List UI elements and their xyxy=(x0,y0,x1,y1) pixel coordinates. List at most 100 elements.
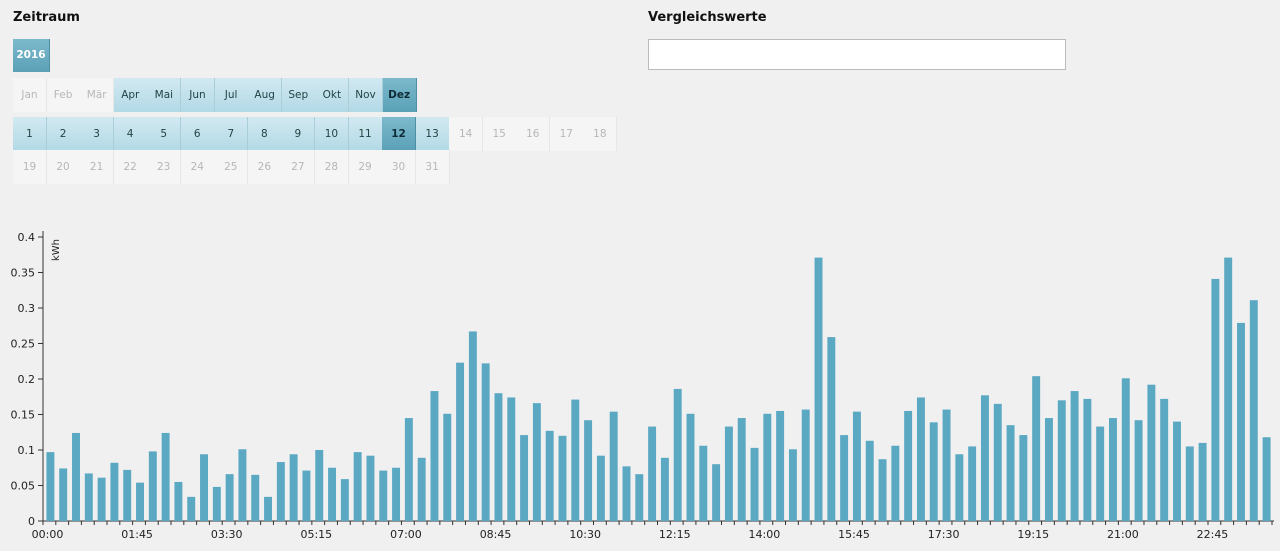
month-apr[interactable]: Apr xyxy=(113,78,148,112)
bar[interactable] xyxy=(1096,426,1105,521)
bar[interactable] xyxy=(353,452,362,521)
day-27[interactable]: 27 xyxy=(281,150,316,184)
day-22[interactable]: 22 xyxy=(113,150,148,184)
bar[interactable] xyxy=(110,462,119,521)
month-feb[interactable]: Feb xyxy=(46,78,81,112)
day-8[interactable]: 8 xyxy=(247,117,282,151)
bar[interactable] xyxy=(507,397,516,521)
bar[interactable] xyxy=(724,426,733,521)
day-5[interactable]: 5 xyxy=(147,117,182,151)
bar[interactable] xyxy=(750,447,759,521)
bar[interactable] xyxy=(1262,437,1271,521)
bar[interactable] xyxy=(328,467,337,521)
day-12[interactable]: 12 xyxy=(382,117,417,151)
bar[interactable] xyxy=(481,363,490,521)
bar[interactable] xyxy=(72,432,80,521)
bar[interactable] xyxy=(1044,418,1053,521)
bar[interactable] xyxy=(1211,278,1220,521)
bar[interactable] xyxy=(737,418,746,521)
bar[interactable] xyxy=(430,391,439,521)
bar[interactable] xyxy=(161,432,170,521)
bar[interactable] xyxy=(801,409,810,521)
year-2016[interactable]: 2016 xyxy=(13,39,50,72)
month-jul[interactable]: Jul xyxy=(214,78,249,112)
day-20[interactable]: 20 xyxy=(46,150,81,184)
bar[interactable] xyxy=(238,449,247,521)
day-3[interactable]: 3 xyxy=(80,117,115,151)
bar[interactable] xyxy=(878,459,887,521)
bar[interactable] xyxy=(942,409,951,521)
bar[interactable] xyxy=(315,450,324,521)
bar[interactable] xyxy=(1032,376,1041,521)
bar[interactable] xyxy=(852,411,861,521)
month-aug[interactable]: Aug xyxy=(248,78,283,112)
bar[interactable] xyxy=(1237,322,1245,521)
bar[interactable] xyxy=(456,362,465,521)
bar[interactable] xyxy=(264,496,273,521)
bar[interactable] xyxy=(225,474,234,521)
month-mär[interactable]: Mär xyxy=(80,78,115,112)
bar[interactable] xyxy=(699,445,708,521)
bar[interactable] xyxy=(609,411,618,521)
bar[interactable] xyxy=(1070,391,1079,521)
bar[interactable] xyxy=(827,337,836,521)
bar[interactable] xyxy=(340,479,349,521)
bar[interactable] xyxy=(392,467,401,521)
bar[interactable] xyxy=(187,496,196,521)
bar[interactable] xyxy=(558,435,567,521)
bar[interactable] xyxy=(622,466,631,521)
day-7[interactable]: 7 xyxy=(214,117,249,151)
day-24[interactable]: 24 xyxy=(180,150,215,184)
bar[interactable] xyxy=(545,430,554,521)
bar[interactable] xyxy=(494,393,503,521)
bar[interactable] xyxy=(532,403,541,521)
bar[interactable] xyxy=(1019,435,1028,521)
bar[interactable] xyxy=(788,449,797,521)
bar[interactable] xyxy=(1134,420,1143,521)
day-29[interactable]: 29 xyxy=(348,150,383,184)
day-21[interactable]: 21 xyxy=(80,150,115,184)
bar[interactable] xyxy=(251,474,260,521)
month-nov[interactable]: Nov xyxy=(349,78,383,112)
bar[interactable] xyxy=(584,420,593,521)
day-4[interactable]: 4 xyxy=(113,117,148,151)
bar[interactable] xyxy=(916,397,925,521)
bar[interactable] xyxy=(776,410,785,521)
bar[interactable] xyxy=(1173,421,1181,521)
bar[interactable] xyxy=(904,410,913,521)
month-jan[interactable]: Jan xyxy=(13,78,47,112)
bar[interactable] xyxy=(763,413,772,521)
month-dez[interactable]: Dez xyxy=(382,78,417,112)
bar[interactable] xyxy=(443,413,452,521)
day-23[interactable]: 23 xyxy=(147,150,182,184)
bar[interactable] xyxy=(123,469,132,521)
bar[interactable] xyxy=(865,440,874,521)
bar[interactable] xyxy=(212,486,221,521)
day-1[interactable]: 1 xyxy=(13,117,47,151)
day-15[interactable]: 15 xyxy=(482,117,517,151)
bar[interactable] xyxy=(404,418,413,521)
bar[interactable] xyxy=(1006,425,1015,521)
bar[interactable] xyxy=(929,422,938,521)
bar[interactable] xyxy=(136,482,144,521)
bar[interactable] xyxy=(46,452,55,521)
bar[interactable] xyxy=(891,445,900,521)
day-16[interactable]: 16 xyxy=(516,117,551,151)
bar[interactable] xyxy=(1198,442,1207,521)
bar[interactable] xyxy=(84,473,93,521)
bar[interactable] xyxy=(648,426,657,521)
bar[interactable] xyxy=(993,403,1002,521)
day-28[interactable]: 28 xyxy=(314,150,349,184)
bar[interactable] xyxy=(200,454,208,521)
day-9[interactable]: 9 xyxy=(281,117,316,151)
bar[interactable] xyxy=(660,457,669,521)
bar[interactable] xyxy=(712,464,721,521)
bar[interactable] xyxy=(174,481,183,521)
bar[interactable] xyxy=(955,454,964,521)
day-17[interactable]: 17 xyxy=(549,117,584,151)
bar[interactable] xyxy=(468,331,477,521)
bar[interactable] xyxy=(968,446,977,521)
day-30[interactable]: 30 xyxy=(382,150,417,184)
day-19[interactable]: 19 xyxy=(13,150,47,184)
bar[interactable] xyxy=(840,435,849,521)
